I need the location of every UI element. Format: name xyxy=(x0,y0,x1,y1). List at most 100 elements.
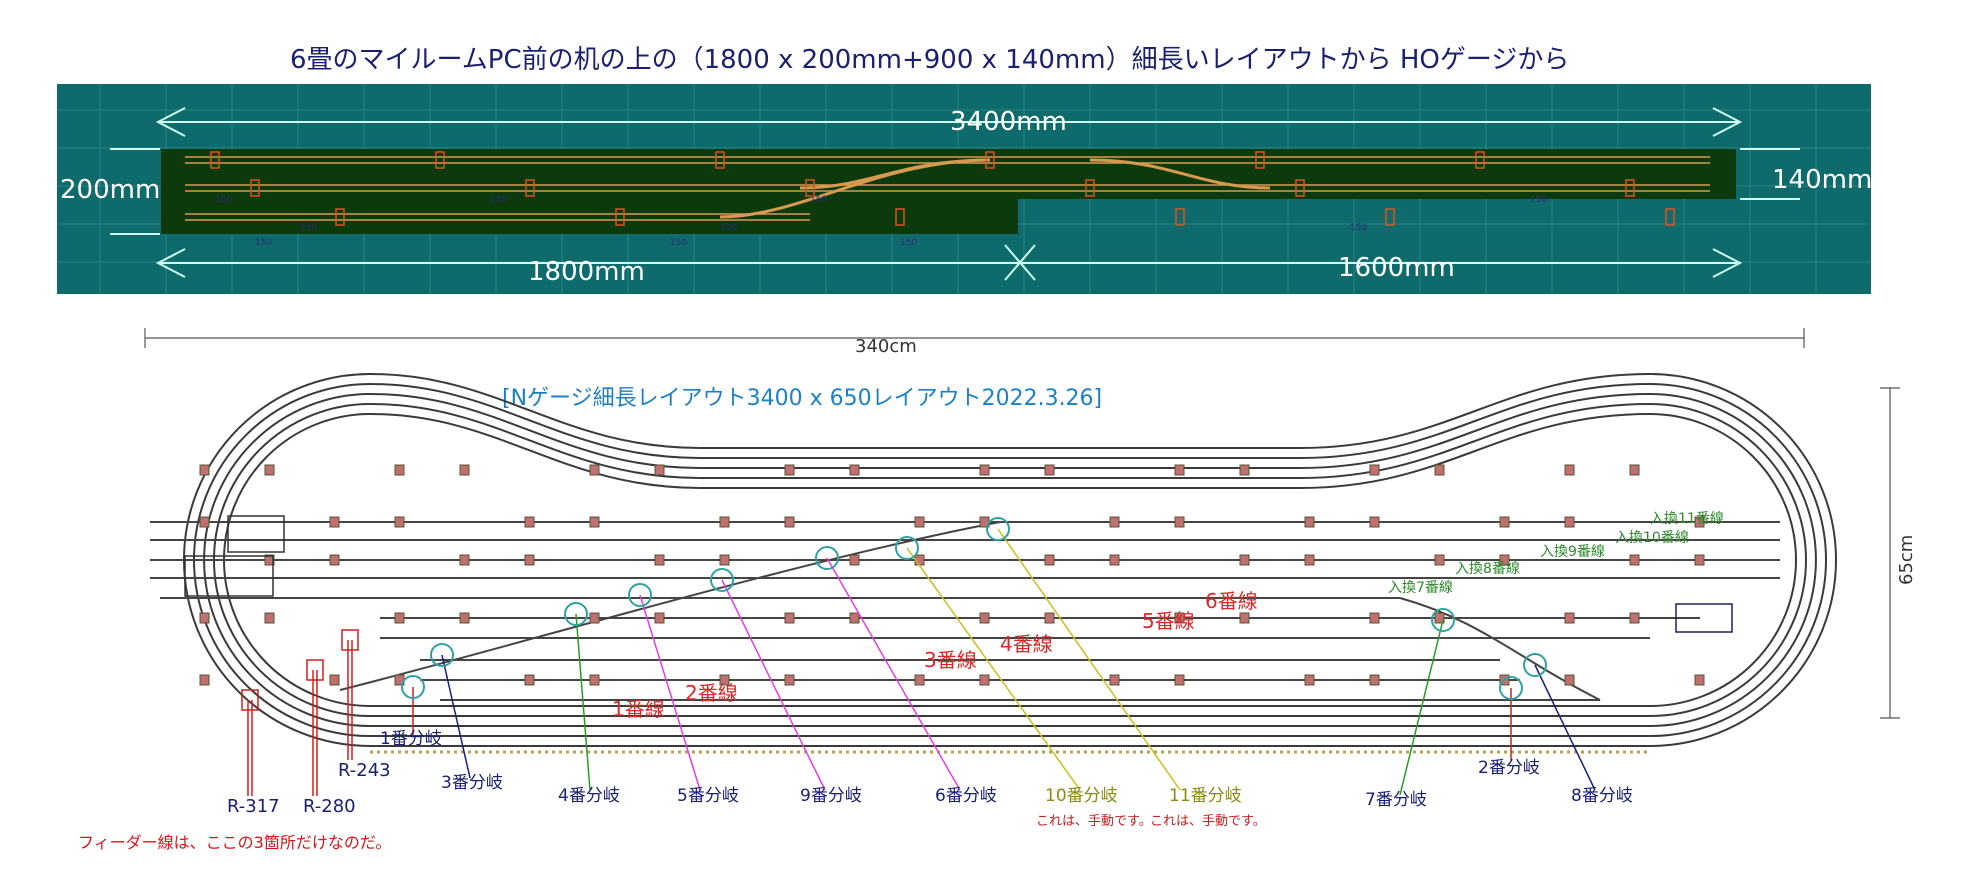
track-joint xyxy=(264,612,275,624)
track-joint xyxy=(525,179,535,197)
line-2-label: 2番線 xyxy=(685,681,738,705)
track-joint xyxy=(654,464,665,476)
turnout-1-label: 1番分岐 xyxy=(380,729,442,749)
turnout-leader xyxy=(1399,619,1444,796)
line-6-label: 6番線 xyxy=(1205,589,1258,613)
turnout-leader xyxy=(639,594,701,791)
dim-total: 3400mm xyxy=(950,107,1067,137)
track-joint xyxy=(1304,674,1315,686)
track-joint xyxy=(1239,612,1250,624)
track-joint xyxy=(329,554,340,566)
track-length-label: 150 xyxy=(720,223,737,233)
n-tracks xyxy=(150,372,1837,754)
structure xyxy=(184,555,274,597)
track-joint xyxy=(715,151,725,169)
track-joint xyxy=(979,674,990,686)
yard-9-label: 入換9番線 xyxy=(1540,544,1605,560)
track-joint xyxy=(1629,612,1640,624)
turnout-labels: 1番分岐 3番分岐 4番分岐 5番分岐 9番分岐 6番分岐 10番分岐 11番分… xyxy=(380,729,1633,829)
track-joint xyxy=(1085,179,1095,197)
track-length-label: 150 xyxy=(1530,195,1547,205)
feeder-note: フィーダー線は、ここの3箇所だけなのだ。 xyxy=(78,833,391,852)
track-joint xyxy=(979,464,990,476)
yard-labels: 入換7番線 入換8番線 入換9番線 入換10番線 入換11番線 xyxy=(1388,511,1724,596)
track-joint xyxy=(199,464,210,476)
turnout-leader xyxy=(1534,664,1596,791)
ho-crossover xyxy=(799,158,991,190)
turnout-leader xyxy=(997,528,1181,791)
top-title: 6畳のマイルームPC前の机の上の（1800 x 200mm+900 x 140m… xyxy=(290,45,1569,75)
loop-track xyxy=(193,382,1827,737)
feeder-r243: R-243 xyxy=(338,760,391,781)
feeder-point xyxy=(306,659,324,681)
line-4-label: 4番線 xyxy=(1000,632,1053,656)
turnout-marker xyxy=(815,546,839,570)
track-joint xyxy=(335,208,345,226)
track-joint xyxy=(615,208,625,226)
track-joint xyxy=(589,464,600,476)
track-joint xyxy=(1369,464,1380,476)
track-joint xyxy=(895,208,905,226)
turnout-marker xyxy=(895,536,919,560)
track-joint xyxy=(589,612,600,624)
turnout-8-label: 8番分岐 xyxy=(1571,786,1633,806)
track-joint xyxy=(784,464,795,476)
turnout-3-label: 3番分岐 xyxy=(441,773,503,793)
turnout-leader xyxy=(826,557,961,791)
track-joint xyxy=(1109,674,1120,686)
track-length-label: 150 xyxy=(900,238,917,248)
track-joint xyxy=(1109,554,1120,566)
track-joint xyxy=(1044,554,1055,566)
track-joint xyxy=(654,554,665,566)
track-length-label: 150 xyxy=(670,238,687,248)
track-joint xyxy=(250,179,260,197)
track-joint xyxy=(589,674,600,686)
turnout-marker xyxy=(564,602,588,626)
track-joint xyxy=(849,612,860,624)
track-joint xyxy=(199,612,210,624)
line-labels: 1番線 2番線 3番線 4番線 5番線 6番線 xyxy=(612,589,1258,721)
track-joint xyxy=(394,464,405,476)
track-length-label: 150 xyxy=(810,195,827,205)
track-joint xyxy=(1694,554,1705,566)
turnout-10-label: 10番分岐 xyxy=(1045,786,1118,806)
ladder-track xyxy=(339,521,1001,691)
track-joint xyxy=(1625,179,1635,197)
manual-note-11: これは、手動です。 xyxy=(1150,814,1266,829)
yard-7-label: 入換7番線 xyxy=(1388,580,1453,596)
feeder-labels: R-317 R-280 R-243 フィーダー線は、ここの3箇所だけなのだ。 xyxy=(78,760,391,852)
dim-right-length: 1600mm xyxy=(1338,253,1455,283)
loop-track xyxy=(213,402,1807,717)
track-joint xyxy=(1369,516,1380,528)
track-joint xyxy=(914,516,925,528)
track-joint xyxy=(1175,208,1185,226)
track-joint xyxy=(524,516,535,528)
track-joint xyxy=(1564,674,1575,686)
track-joint xyxy=(1239,554,1250,566)
turnout-marker xyxy=(1431,608,1455,632)
track-joint xyxy=(784,674,795,686)
track-length-label: 150 xyxy=(300,223,317,233)
track-joint xyxy=(979,612,990,624)
turnout-5-label: 5番分岐 xyxy=(677,786,739,806)
track-joint xyxy=(719,674,730,686)
turnout-leaders xyxy=(241,517,1596,796)
feeder-point xyxy=(241,689,259,711)
track-joint xyxy=(1295,179,1305,197)
yard-11-label: 入換11番線 xyxy=(1650,511,1724,527)
dim-height: 65cm xyxy=(1896,535,1917,585)
track-joint xyxy=(435,151,445,169)
turnout-9-label: 9番分岐 xyxy=(800,786,862,806)
structure xyxy=(1675,603,1733,633)
track-joint xyxy=(1174,612,1185,624)
yard-8-label: 入換8番線 xyxy=(1455,561,1520,577)
track-joint xyxy=(784,516,795,528)
track-joint xyxy=(524,554,535,566)
dim-left-length: 1800mm xyxy=(528,257,645,287)
track-joint xyxy=(1174,516,1185,528)
track-joint xyxy=(1434,464,1445,476)
track-joint xyxy=(1109,516,1120,528)
track-joint xyxy=(394,516,405,528)
turnout-leader xyxy=(906,547,1081,791)
track-length-label: 150 xyxy=(1350,223,1367,233)
